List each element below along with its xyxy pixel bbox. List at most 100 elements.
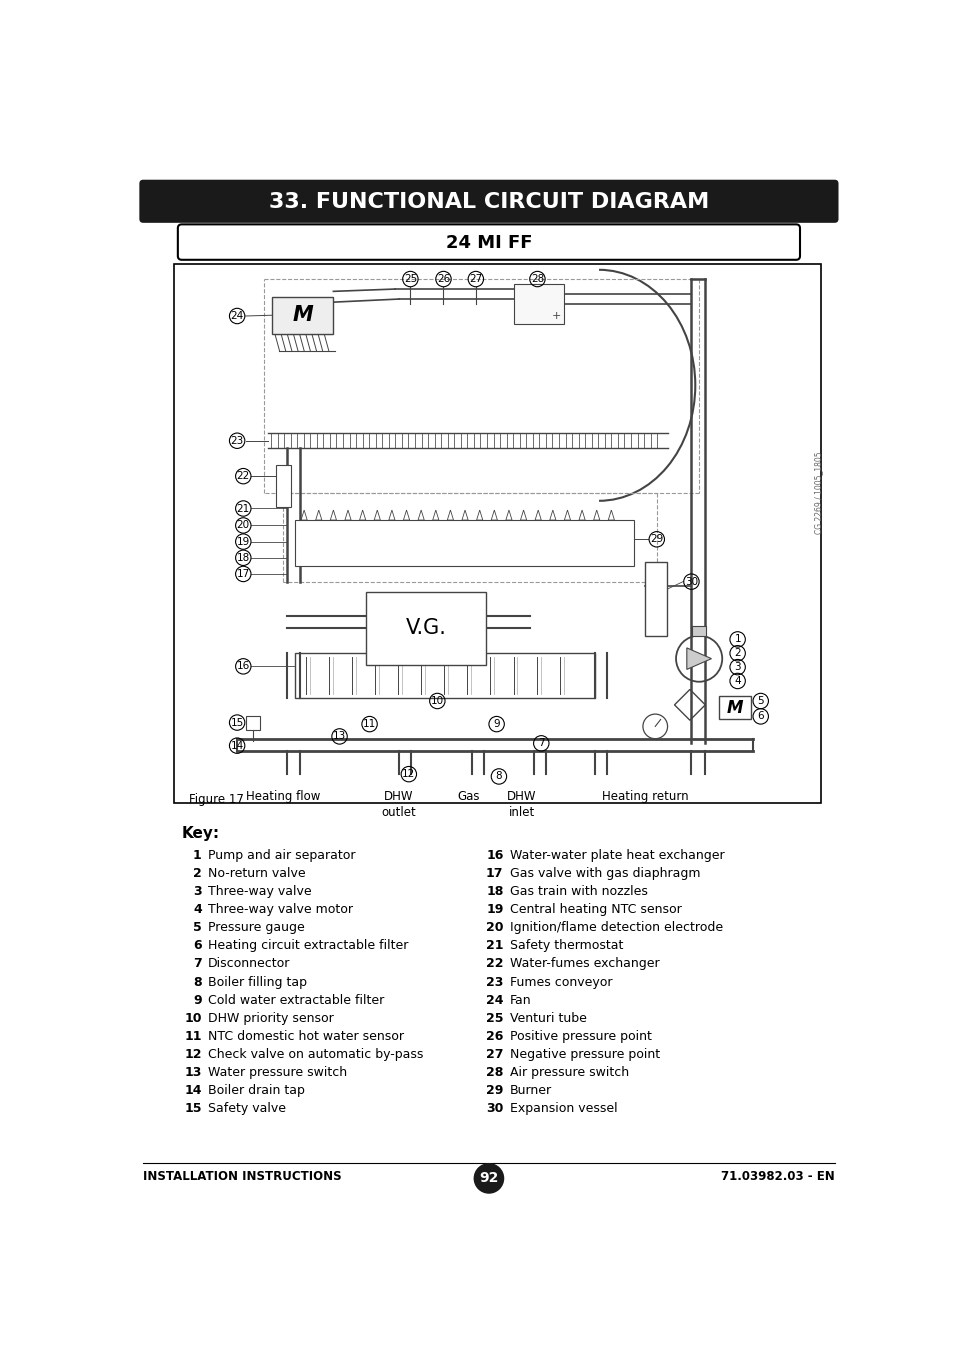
- Text: 1: 1: [193, 849, 201, 861]
- Text: 16: 16: [236, 662, 250, 671]
- Circle shape: [474, 1164, 503, 1193]
- Text: 28: 28: [486, 1066, 503, 1079]
- Text: 19: 19: [486, 903, 503, 917]
- Text: Gas valve with gas diaphragm: Gas valve with gas diaphragm: [509, 867, 700, 880]
- Text: 14: 14: [231, 741, 244, 751]
- Text: 28: 28: [530, 274, 543, 284]
- Text: 26: 26: [436, 274, 450, 284]
- Text: 22: 22: [485, 957, 503, 971]
- FancyBboxPatch shape: [177, 224, 800, 259]
- Bar: [644, 563, 666, 636]
- Text: 4: 4: [193, 903, 201, 917]
- Text: Water-fumes exchanger: Water-fumes exchanger: [509, 957, 659, 971]
- Text: 5: 5: [757, 697, 763, 706]
- Text: 24: 24: [485, 994, 503, 1007]
- Text: Air pressure switch: Air pressure switch: [509, 1066, 628, 1079]
- Text: 16: 16: [486, 849, 503, 861]
- Text: Water-water plate heat exchanger: Water-water plate heat exchanger: [509, 849, 723, 861]
- Text: M: M: [292, 305, 313, 325]
- Text: Negative pressure point: Negative pressure point: [509, 1048, 659, 1061]
- Text: 15: 15: [184, 1102, 201, 1115]
- Text: 33. FUNCTIONAL CIRCUIT DIAGRAM: 33. FUNCTIONAL CIRCUIT DIAGRAM: [269, 192, 708, 212]
- Text: 26: 26: [486, 1030, 503, 1042]
- Text: 20: 20: [236, 521, 250, 531]
- Bar: [719, 697, 751, 720]
- Text: 6: 6: [757, 711, 763, 721]
- Text: 2: 2: [734, 648, 740, 659]
- Text: 29: 29: [486, 1084, 503, 1098]
- Text: Positive pressure point: Positive pressure point: [509, 1030, 651, 1042]
- Text: Figure 17: Figure 17: [190, 794, 244, 806]
- Text: Check valve on automatic by-pass: Check valve on automatic by-pass: [208, 1048, 423, 1061]
- Text: 25: 25: [403, 274, 416, 284]
- Text: Pump and air separator: Pump and air separator: [208, 849, 355, 861]
- Text: Gas: Gas: [456, 790, 478, 802]
- Text: 18: 18: [486, 886, 503, 898]
- Text: Key:: Key:: [181, 826, 219, 841]
- Text: 8: 8: [496, 771, 501, 782]
- Bar: [294, 520, 633, 566]
- Text: 2: 2: [193, 867, 201, 880]
- Text: 7: 7: [537, 738, 544, 748]
- Bar: [275, 464, 291, 508]
- Text: DHW
inlet: DHW inlet: [507, 790, 537, 818]
- Text: 5: 5: [193, 921, 201, 934]
- Text: Boiler drain tap: Boiler drain tap: [208, 1084, 304, 1098]
- Text: Three-way valve: Three-way valve: [208, 886, 312, 898]
- Text: 21: 21: [485, 940, 503, 952]
- Text: 14: 14: [184, 1084, 201, 1098]
- Text: Safety thermostat: Safety thermostat: [509, 940, 622, 952]
- Text: Ignition/flame detection electrode: Ignition/flame detection electrode: [509, 921, 722, 934]
- Text: M: M: [726, 699, 742, 717]
- Text: Disconnector: Disconnector: [208, 957, 290, 971]
- Text: Heating flow: Heating flow: [246, 790, 320, 802]
- Text: 19: 19: [236, 536, 250, 547]
- Bar: [173, 263, 820, 803]
- Text: 3: 3: [734, 662, 740, 672]
- Text: Three-way valve motor: Three-way valve motor: [208, 903, 353, 917]
- Text: Heating return: Heating return: [601, 790, 688, 802]
- Bar: [246, 717, 260, 730]
- FancyBboxPatch shape: [139, 180, 838, 223]
- Text: No-return valve: No-return valve: [208, 867, 305, 880]
- Text: INSTALLATION INSTRUCTIONS: INSTALLATION INSTRUCTIONS: [143, 1170, 341, 1184]
- Text: 10: 10: [184, 1011, 201, 1025]
- Text: Water pressure switch: Water pressure switch: [208, 1066, 347, 1079]
- Text: 17: 17: [236, 568, 250, 579]
- Text: 8: 8: [193, 976, 201, 988]
- Text: 23: 23: [231, 436, 244, 446]
- Polygon shape: [686, 648, 711, 670]
- Bar: [366, 591, 485, 664]
- Text: CG 2269 / 1005_1805: CG 2269 / 1005_1805: [813, 452, 822, 535]
- Text: 11: 11: [184, 1030, 201, 1042]
- Text: 21: 21: [236, 504, 250, 513]
- Text: 4: 4: [734, 676, 740, 686]
- Text: 23: 23: [486, 976, 503, 988]
- Text: 30: 30: [486, 1102, 503, 1115]
- Text: Boiler filling tap: Boiler filling tap: [208, 976, 307, 988]
- Text: V.G.: V.G.: [405, 618, 446, 639]
- Text: 7: 7: [193, 957, 201, 971]
- Text: 6: 6: [193, 940, 201, 952]
- Text: 13: 13: [333, 732, 346, 741]
- Bar: [272, 297, 333, 333]
- Text: 1: 1: [734, 634, 740, 644]
- Text: Fan: Fan: [509, 994, 531, 1007]
- Text: 30: 30: [684, 576, 698, 587]
- Text: 9: 9: [493, 720, 499, 729]
- Text: NTC domestic hot water sensor: NTC domestic hot water sensor: [208, 1030, 403, 1042]
- Text: Venturi tube: Venturi tube: [509, 1011, 586, 1025]
- Bar: [692, 626, 705, 636]
- Text: 25: 25: [485, 1011, 503, 1025]
- Bar: [294, 653, 595, 698]
- Text: Safety valve: Safety valve: [208, 1102, 286, 1115]
- Text: 13: 13: [184, 1066, 201, 1079]
- Text: Burner: Burner: [509, 1084, 551, 1098]
- Text: Expansion vessel: Expansion vessel: [509, 1102, 617, 1115]
- Text: 22: 22: [236, 471, 250, 481]
- Text: 24: 24: [231, 310, 244, 321]
- Text: Central heating NTC sensor: Central heating NTC sensor: [509, 903, 680, 917]
- Text: 15: 15: [231, 718, 244, 728]
- Text: 3: 3: [193, 886, 201, 898]
- Text: 29: 29: [650, 535, 662, 544]
